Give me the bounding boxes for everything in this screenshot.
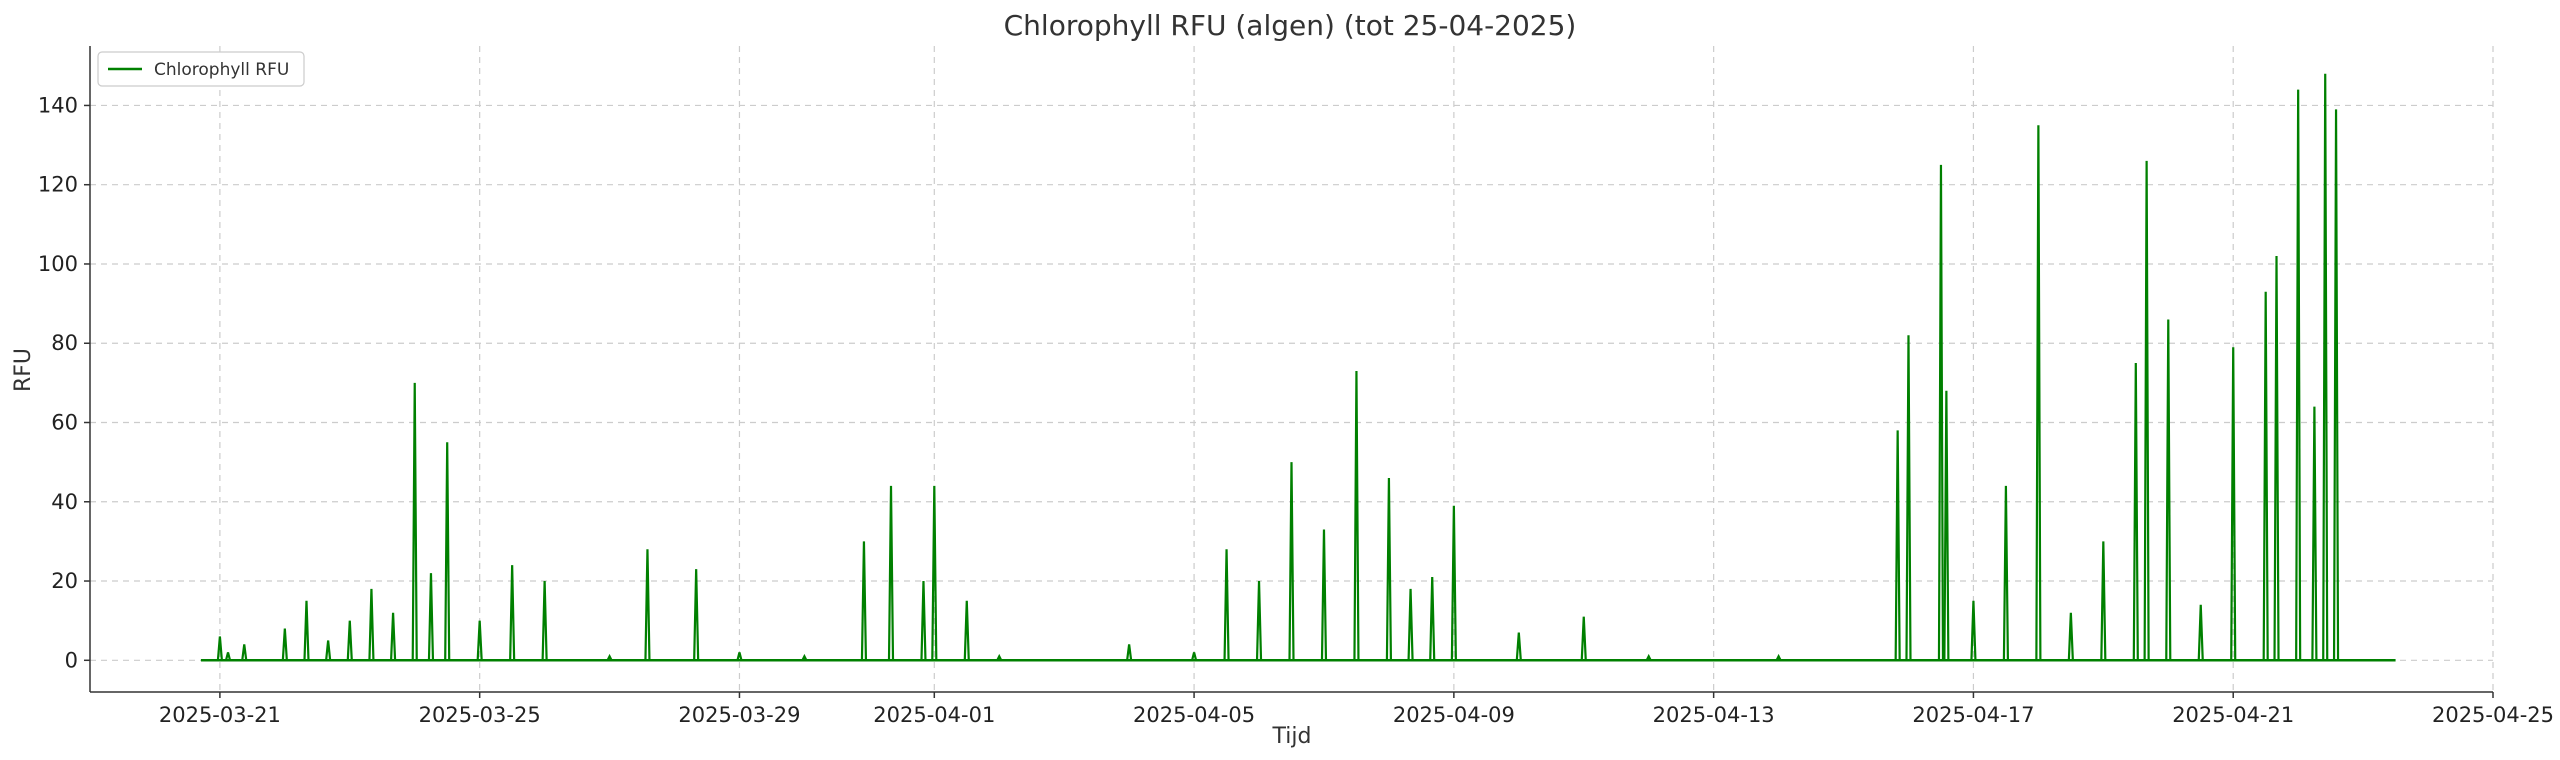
series-0-point-14 — [509, 565, 516, 661]
series-0-point-47 — [1937, 164, 1945, 661]
x-tick-label-8: 2025-04-21 — [2172, 703, 2294, 727]
series-0-point-4 — [281, 628, 288, 661]
x-axis-label: Tijd — [1272, 724, 1312, 749]
series-0-point-34 — [1353, 370, 1360, 661]
series-0-point-40 — [1580, 616, 1587, 661]
series-0-point-5 — [303, 600, 310, 661]
series-0-point-32 — [1288, 462, 1295, 661]
series-0-point-58 — [2230, 347, 2237, 661]
series-0-point-22 — [887, 485, 895, 661]
series-0-point-15 — [541, 581, 548, 661]
y-tick-label-3: 60 — [51, 411, 78, 435]
series-0-point-39 — [1515, 632, 1522, 661]
series-0-point-49 — [1970, 600, 1977, 661]
legend-label: Chlorophyll RFU — [154, 60, 289, 80]
series-0-point-60 — [2273, 256, 2280, 661]
series-0-point-62 — [2311, 406, 2318, 661]
series-0-point-23 — [920, 581, 927, 661]
series-0-point-30 — [1223, 549, 1230, 661]
x-tick-label-0: 2025-03-21 — [159, 703, 281, 727]
series-0-point-12 — [444, 442, 451, 661]
y-tick-label-6: 120 — [38, 173, 78, 197]
series-0-point-2 — [224, 652, 232, 661]
series-0-point-35 — [1385, 477, 1393, 661]
x-tick-label-3: 2025-04-01 — [873, 703, 995, 727]
series-0-point-3 — [241, 644, 248, 661]
series-0-point-18 — [693, 569, 700, 661]
grid-layer — [90, 46, 2494, 692]
series-0-point-1 — [216, 636, 223, 661]
series-0-point-46 — [1905, 335, 1912, 661]
series-0-point-41 — [1645, 653, 1652, 661]
series-0-point-17 — [644, 549, 651, 661]
series-0-point-24 — [931, 485, 938, 661]
x-tick-label-4: 2025-04-05 — [1133, 703, 1255, 727]
series-0-point-54 — [2132, 363, 2139, 661]
series-0-point-33 — [1320, 529, 1328, 661]
y-axis-label: RFU — [11, 348, 36, 392]
series-0-point-10 — [411, 382, 418, 661]
series-0-point-55 — [2143, 160, 2150, 661]
series-0-point-63 — [2322, 73, 2329, 661]
series-0-point-43 — [1775, 653, 1782, 661]
series-0-point-20 — [801, 653, 808, 661]
x-tick-label-2: 2025-03-29 — [678, 703, 800, 727]
series-0-point-16 — [606, 653, 613, 661]
series-0-point-6 — [325, 640, 332, 661]
y-tick-label-0: 0 — [65, 648, 78, 672]
y-tick-label-2: 40 — [51, 490, 78, 514]
x-tick-label-1: 2025-03-25 — [419, 703, 541, 727]
series-0-point-51 — [2035, 125, 2042, 661]
series-0-point-57 — [2197, 604, 2204, 661]
series-0-point-52 — [2067, 612, 2074, 661]
x-tick-label-9: 2025-04-25 — [2432, 703, 2554, 727]
series-0-point-13 — [476, 620, 483, 661]
y-tick-label-1: 20 — [51, 569, 78, 593]
series-0-point-31 — [1255, 581, 1263, 661]
series-0-point-25 — [963, 600, 970, 661]
series-0-point-59 — [2262, 291, 2269, 661]
y-tick-label-4: 80 — [51, 331, 78, 355]
series-0-point-38 — [1450, 505, 1457, 661]
series-0-point-11 — [427, 573, 435, 661]
legend: Chlorophyll RFU — [97, 51, 305, 87]
series-0-point-21 — [860, 541, 868, 661]
series-0-point-8 — [368, 588, 375, 661]
series-0-point-61 — [2295, 89, 2302, 661]
series-layer — [200, 73, 2396, 662]
series-0-point-26 — [996, 653, 1003, 661]
series-0-point-7 — [346, 620, 353, 661]
series-0-point-45 — [1894, 430, 1901, 661]
y-tick-label-5: 100 — [38, 252, 78, 276]
x-tick-label-7: 2025-04-17 — [1912, 703, 2034, 727]
series-0-point-19 — [736, 652, 743, 661]
series-0-point-29 — [1191, 652, 1198, 661]
axes-layer — [89, 46, 2493, 693]
series-0-point-56 — [2165, 319, 2172, 661]
series-0-point-48 — [1943, 390, 1950, 661]
series-0-point-64 — [2332, 109, 2340, 661]
chart-title: Chlorophyll RFU (algen) (tot 25-04-2025) — [1004, 9, 1577, 42]
legend-box — [97, 51, 305, 87]
y-tick-label-7: 140 — [38, 93, 78, 117]
series-0-point-28 — [1126, 644, 1133, 661]
series-0-point-50 — [2002, 485, 2010, 661]
series-0-point-9 — [389, 612, 397, 661]
series-0-point-53 — [2100, 541, 2107, 661]
series-0-point-37 — [1429, 577, 1436, 661]
series-0-point-36 — [1407, 588, 1414, 661]
x-tick-label-5: 2025-04-09 — [1393, 703, 1515, 727]
x-tick-label-6: 2025-04-13 — [1653, 703, 1775, 727]
ticks-layer: 2025-03-21 2025-03-25 2025-03-29 2025-04-01… — [38, 93, 2554, 727]
